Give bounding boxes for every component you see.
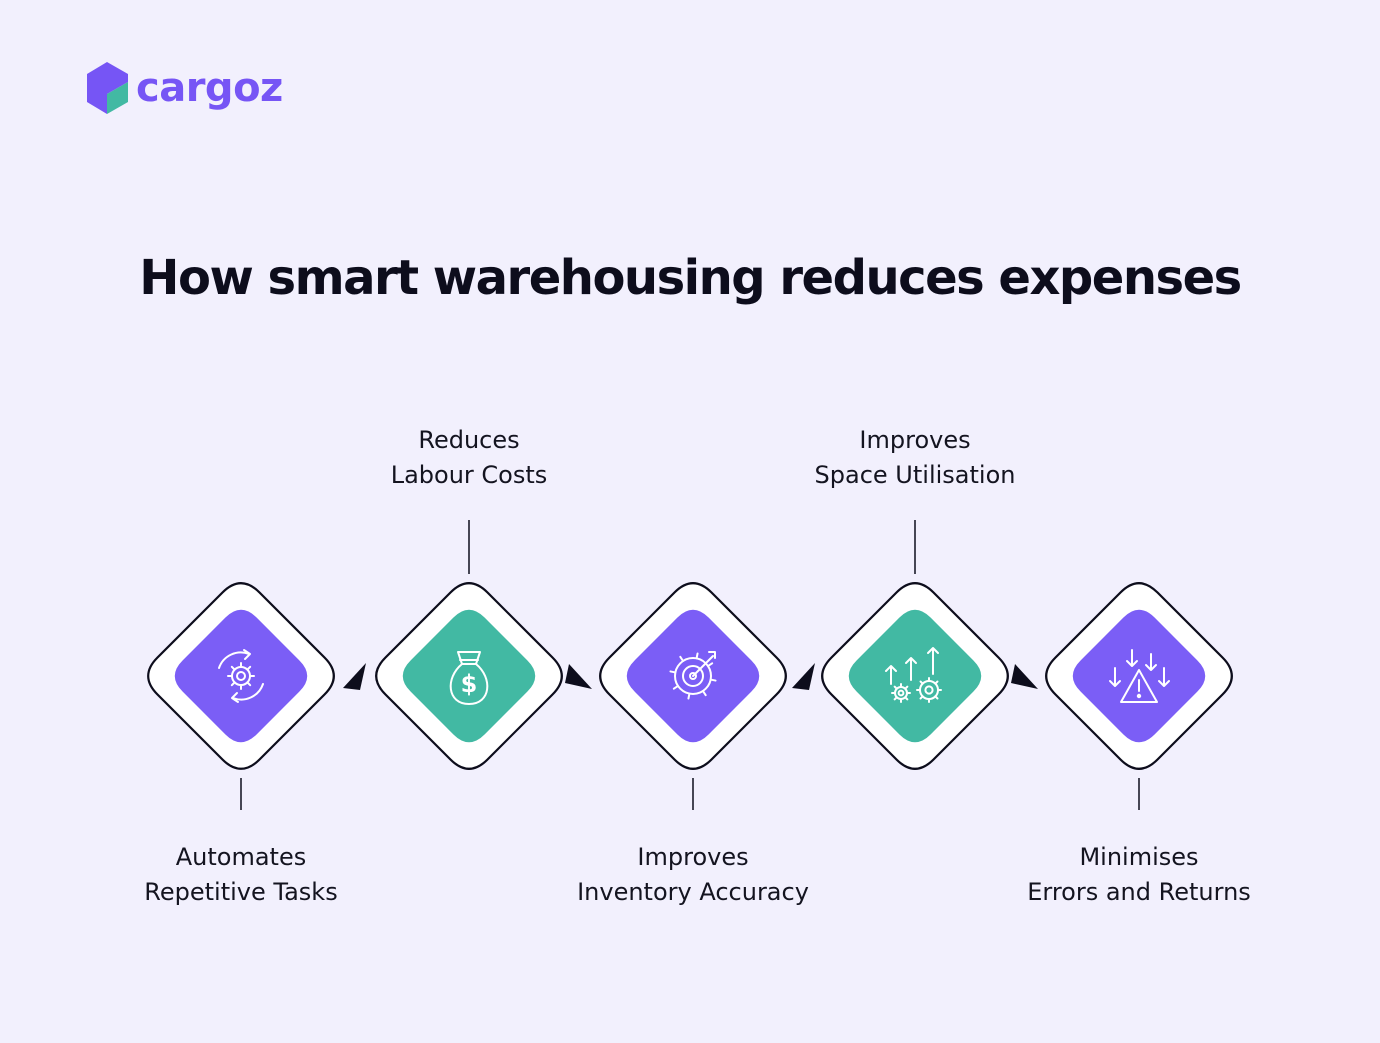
step-node[interactable] bbox=[1045, 582, 1233, 770]
step-node[interactable] bbox=[147, 582, 335, 770]
flow-arrow bbox=[343, 663, 366, 690]
step-label-line1: Improves bbox=[637, 843, 749, 871]
step-badge bbox=[402, 609, 536, 743]
cargoz-logo-icon bbox=[87, 62, 128, 114]
step-label: Improves Space Utilisation bbox=[745, 423, 1085, 493]
step-node[interactable] bbox=[599, 582, 787, 770]
step-label: Minimises Errors and Returns bbox=[969, 840, 1309, 910]
step-label-line2: Labour Costs bbox=[390, 461, 548, 489]
target-gear-icon bbox=[669, 651, 717, 700]
step-label: Improves Inventory Accuracy bbox=[523, 840, 863, 910]
brand-name: cargoz bbox=[136, 65, 283, 111]
flow-arrows bbox=[343, 663, 1038, 690]
brand-logo[interactable]: cargoz bbox=[84, 60, 283, 116]
step-label-line1: Minimises bbox=[1079, 843, 1199, 871]
step-label-line1: Reduces bbox=[418, 426, 520, 454]
flow-arrow bbox=[565, 664, 592, 689]
step-node[interactable] bbox=[821, 582, 1009, 770]
page-title: How smart warehousing reduces expenses bbox=[139, 250, 1242, 306]
step-label-line1: Automates bbox=[175, 843, 307, 871]
step-node[interactable]: $ bbox=[375, 582, 563, 770]
step-label: Reduces Labour Costs bbox=[299, 423, 639, 493]
step-label-line1: Improves bbox=[859, 426, 971, 454]
flow-arrow bbox=[792, 663, 815, 690]
gears-growth-icon bbox=[885, 647, 942, 703]
step-label-line2: Errors and Returns bbox=[1027, 878, 1251, 906]
step-label: Automates Repetitive Tasks bbox=[71, 840, 411, 910]
step-badge bbox=[1072, 609, 1206, 743]
step-label-line2: Repetitive Tasks bbox=[144, 878, 338, 906]
step-label-line2: Inventory Accuracy bbox=[577, 878, 809, 906]
gear-cycle-icon bbox=[218, 649, 264, 703]
money-bag-icon: $ bbox=[449, 651, 489, 705]
flow-arrow bbox=[1011, 664, 1038, 689]
step-label-line2: Space Utilisation bbox=[814, 461, 1016, 489]
svg-text:$: $ bbox=[461, 670, 478, 698]
warning-decline-icon bbox=[1109, 649, 1170, 703]
step-badge bbox=[848, 609, 982, 743]
connector-lines bbox=[240, 520, 1140, 810]
step-badge bbox=[174, 609, 308, 743]
